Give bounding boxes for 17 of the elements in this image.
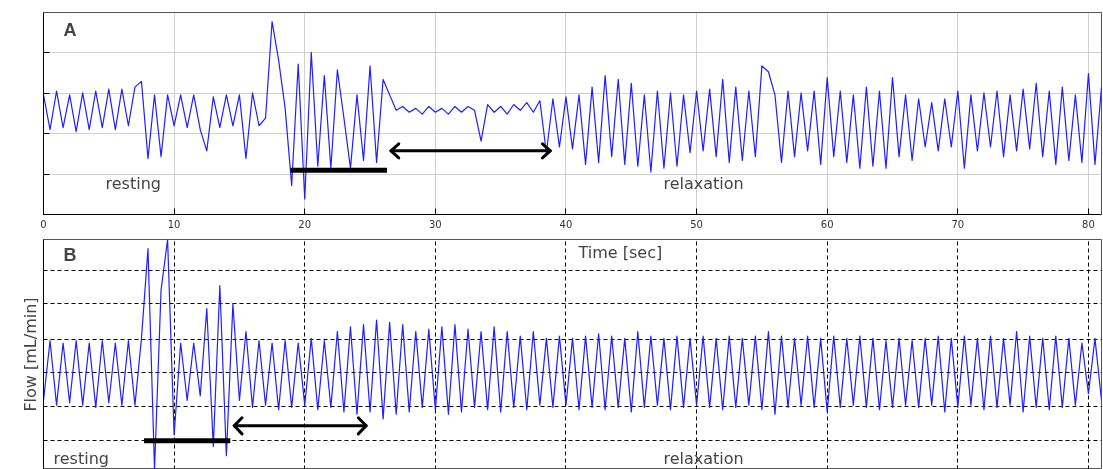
annotation: resting: [105, 173, 161, 193]
x-axis-title: Time [sec]: [577, 242, 663, 262]
x-tick-label: 50: [690, 218, 703, 230]
x-tick-label: 30: [428, 218, 442, 230]
annotation: A: [63, 19, 77, 40]
y-axis-title: Flow [mL/min]: [20, 297, 40, 412]
x-tick-label: 80: [1082, 218, 1095, 230]
annotation: resting: [53, 448, 109, 468]
x-tick-label: 60: [820, 218, 834, 230]
x-tick-label: 20: [298, 218, 312, 230]
x-tick-label: 10: [167, 218, 181, 230]
x-tick-label: 0: [40, 218, 47, 230]
x-tick-label: 40: [559, 218, 573, 230]
annotation: relaxation: [663, 448, 744, 468]
x-tick-label: 70: [951, 218, 965, 230]
annotation: B: [63, 244, 77, 265]
annotation: relaxation: [663, 173, 744, 193]
